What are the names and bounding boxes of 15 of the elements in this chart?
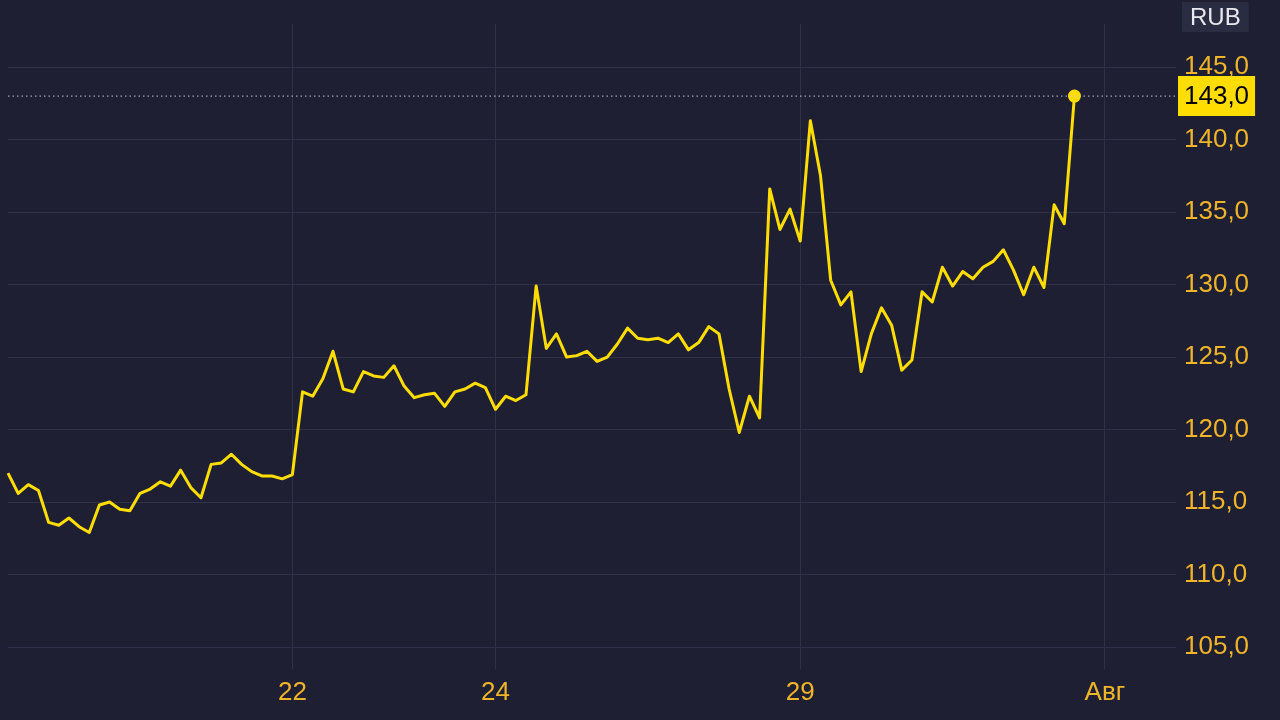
y-tick-label: 110,0 xyxy=(1184,557,1248,588)
x-tick-label: Авг xyxy=(1084,675,1126,706)
y-tick-label: 115,0 xyxy=(1184,485,1248,516)
x-tick-label: 22 xyxy=(277,675,307,706)
y-tick-label: 125,0 xyxy=(1184,340,1250,371)
y-tick-label: 130,0 xyxy=(1184,267,1250,298)
y-tick-label: 145,0 xyxy=(1184,50,1250,81)
y-tick-label: 135,0 xyxy=(1184,195,1250,226)
ref-line-label: 143,0 xyxy=(1184,80,1250,111)
y-tick-label: 105,0 xyxy=(1184,630,1250,661)
y-axis-title: RUB xyxy=(1190,2,1241,30)
x-tick-label: 29 xyxy=(785,675,815,706)
y-tick-label: 120,0 xyxy=(1184,412,1250,443)
x-tick-label: 24 xyxy=(481,675,510,706)
y-tick-label: 140,0 xyxy=(1184,122,1250,153)
